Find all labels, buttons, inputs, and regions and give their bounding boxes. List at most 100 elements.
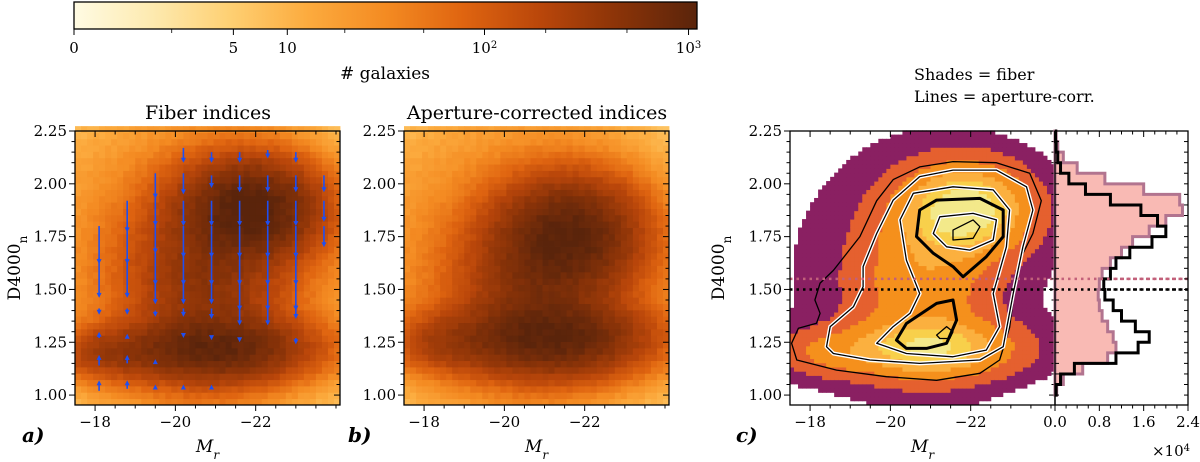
heatmap-cell — [602, 316, 610, 324]
heatmap-cell — [219, 157, 226, 165]
heatmap-cell — [638, 252, 646, 260]
contour-shade-cell — [826, 235, 831, 241]
heatmap-cell — [105, 157, 112, 165]
contour-shade-cell — [846, 350, 851, 355]
heatmap-cell — [554, 227, 561, 235]
contour-shade-cell — [846, 379, 851, 385]
contour-shade-cell — [822, 337, 827, 343]
contour-shade-cell — [830, 240, 835, 245]
contour-shade-cell — [798, 244, 803, 250]
heatmap-cell — [638, 189, 646, 197]
contour-shade-cell — [850, 227, 855, 233]
heatmap-cell — [494, 354, 501, 362]
heatmap-cell — [171, 126, 178, 133]
contour-shade-cell — [846, 345, 851, 351]
contour-shade-cell — [822, 240, 827, 245]
heatmap-cell — [267, 132, 275, 140]
heatmap-cell — [159, 246, 166, 254]
heatmap-cell — [542, 278, 549, 285]
heatmap-cell — [333, 290, 341, 298]
heatmap-cell — [165, 138, 172, 146]
heatmap-cell — [93, 240, 100, 247]
heatmap-cell — [99, 157, 106, 165]
heatmap-cell — [644, 145, 652, 152]
heatmap-cell — [536, 309, 543, 317]
heatmap-cell — [440, 208, 447, 216]
heatmap-cell — [578, 373, 586, 381]
heatmap-cell — [333, 341, 341, 349]
heatmap-cell — [464, 265, 471, 273]
heatmap-cell — [560, 246, 568, 254]
contour-shade-cell — [830, 337, 835, 343]
heatmap-cell — [93, 157, 100, 165]
heatmap-cell — [177, 202, 184, 209]
heatmap-cell — [494, 132, 501, 140]
heatmap-cell — [476, 240, 483, 247]
heatmap-cell — [530, 157, 537, 165]
heatmap-cell — [410, 138, 417, 146]
contour-shade-cell — [806, 350, 811, 355]
contour-shade-cell — [830, 383, 835, 389]
heatmap-cell — [446, 385, 453, 393]
heatmap-cell — [524, 164, 531, 171]
heatmap-cell — [99, 132, 106, 140]
heatmap-cell — [327, 265, 335, 273]
heatmap-cell — [261, 297, 269, 304]
heatmap-cell — [291, 309, 299, 317]
heatmap-cell — [608, 252, 616, 260]
heatmap-cell — [476, 316, 483, 324]
heatmap-cell — [590, 202, 598, 209]
heatmap-cell — [662, 392, 670, 400]
heatmap-cell — [333, 252, 341, 260]
x-tick-label: −22 — [569, 413, 601, 431]
heatmap-cell — [219, 341, 226, 349]
heatmap-cell — [327, 341, 335, 349]
heatmap-cell — [572, 176, 580, 184]
heatmap-cell — [213, 297, 220, 304]
heatmap-cell — [141, 265, 148, 273]
contour-shade-cell — [846, 176, 851, 182]
contour-shade-cell — [834, 295, 839, 300]
arrowhead-icon — [124, 354, 130, 360]
heatmap-cell — [333, 170, 341, 178]
heatmap-cell — [662, 297, 670, 304]
heatmap-cell — [255, 297, 263, 304]
heatmap-cell — [572, 183, 580, 190]
contour-shade-cell — [830, 252, 835, 258]
heatmap-cell — [572, 214, 580, 222]
heatmap-cell — [213, 366, 220, 374]
heatmap-cell — [183, 138, 190, 146]
heatmap-cell — [632, 176, 640, 184]
heatmap-cell — [159, 278, 166, 285]
heatmap-cell — [189, 335, 196, 343]
arrowhead-icon — [180, 333, 186, 339]
heatmap-cell — [249, 214, 257, 222]
heatmap-cell — [614, 398, 622, 406]
heatmap-cell — [416, 126, 423, 133]
heatmap-cell — [285, 309, 293, 317]
heatmap-cell — [123, 176, 130, 184]
heatmap-cell — [530, 221, 537, 228]
heatmap-cell — [458, 189, 465, 197]
heatmap-cell — [249, 240, 257, 247]
heatmap-cell — [315, 290, 323, 298]
heatmap-cell — [291, 284, 299, 292]
contour-shade-cell — [794, 333, 799, 338]
y-tick-label: 1.75 — [363, 228, 396, 246]
contour-shade-cell — [846, 274, 851, 279]
shift-arrow — [209, 152, 215, 163]
heatmap-cell — [219, 335, 226, 343]
heatmap-cell — [506, 164, 513, 171]
heatmap-cell — [602, 176, 610, 184]
heatmap-cell — [656, 126, 664, 133]
heatmap-cell — [105, 271, 112, 279]
heatmap-cell — [93, 303, 100, 311]
heatmap-cell — [93, 354, 100, 362]
heatmap-cell — [464, 233, 471, 241]
heatmap-cell — [464, 246, 471, 254]
contour-shade-cell — [834, 312, 839, 317]
contour-shade-cell — [846, 159, 851, 165]
heatmap-cell — [321, 252, 329, 260]
heatmap-cell — [620, 259, 628, 266]
heatmap-cell — [620, 246, 628, 254]
